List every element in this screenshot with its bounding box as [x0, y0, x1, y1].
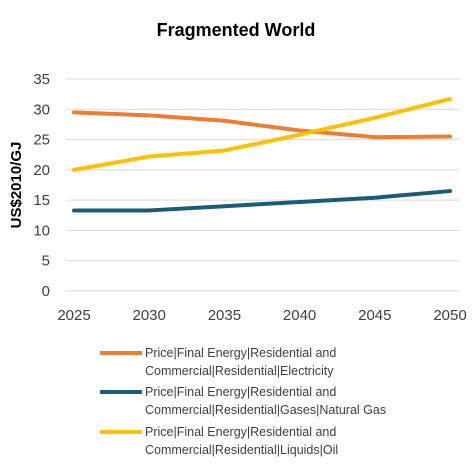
y-tick-labels: 0 5 10 15 20 25 30 35	[33, 71, 50, 300]
x-tick-label: 2040	[283, 307, 316, 324]
chart-title: Fragmented World	[157, 20, 316, 40]
y-tick-label: 35	[33, 71, 50, 88]
series-lines	[72, 96, 452, 213]
legend-label-0: Price|Final Energy|Residential and	[145, 346, 336, 360]
x-tick-labels: 2025 2030 2035 2040 2045 2050	[57, 307, 466, 324]
series-line-0	[72, 110, 452, 140]
x-tick-label: 2025	[57, 307, 90, 324]
legend-label-2: Commercial|Residential|Liquids|Oil	[145, 443, 338, 457]
x-tick-label: 2030	[133, 307, 166, 324]
legend-label-0: Commercial|Residential|Electricity	[145, 364, 334, 378]
y-tick-label: 0	[42, 283, 50, 300]
legend-label-1: Price|Final Energy|Residential and	[145, 385, 336, 399]
legend-label-1: Commercial|Residential|Gases|Natural Gas	[145, 403, 386, 417]
legend: Price|Final Energy|Residential and Commer…	[100, 346, 386, 457]
series-line-1	[72, 189, 452, 213]
y-tick-label: 30	[33, 101, 50, 118]
y-tick-label: 15	[33, 192, 50, 209]
y-axis-label: US$2010/GJ	[8, 142, 25, 229]
x-tick-label: 2045	[358, 307, 391, 324]
y-tick-label: 10	[33, 222, 50, 239]
legend-label-2: Price|Final Energy|Residential and	[145, 425, 336, 439]
y-tick-label: 5	[42, 253, 50, 270]
y-tick-label: 20	[33, 162, 50, 179]
x-tick-label: 2035	[208, 307, 241, 324]
y-tick-label: 25	[33, 132, 50, 149]
series-line-2	[72, 96, 452, 172]
gridlines	[66, 78, 460, 292]
x-tick-label: 2050	[433, 307, 466, 324]
